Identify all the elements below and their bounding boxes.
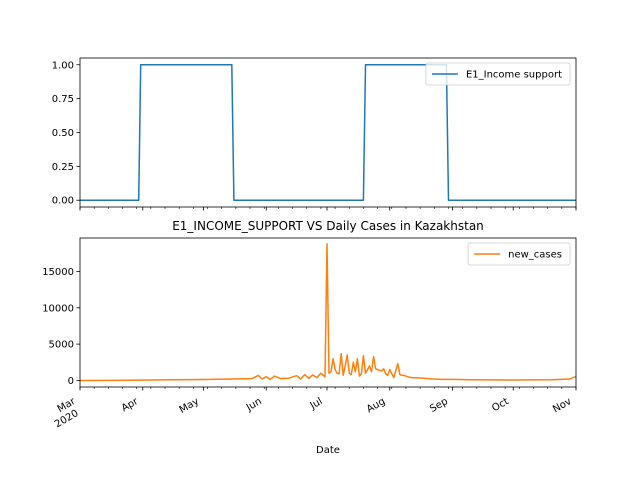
legend-label-income-support: E1_Income support (466, 70, 562, 81)
new-cases-axes-frame (79, 237, 577, 388)
y-tick-label: 0.50 (52, 128, 74, 139)
legend-box (425, 62, 571, 86)
y-tick-label: 0.25 (52, 162, 74, 173)
y-tick-label: 0.75 (52, 94, 74, 105)
y-tick-label: 1.00 (52, 60, 74, 71)
y-tick-label: 15000 (42, 267, 74, 278)
income-support-subplot: 0.00 0.25 0.50 0.75 1.00 E1_Income support (52, 57, 577, 211)
series-line-new-cases (79, 243, 577, 382)
new-cases-legend: new_cases (467, 242, 571, 266)
y-tick-label: 5000 (49, 340, 74, 351)
y-tick-label: 0 (68, 376, 74, 387)
y-tick-label: 10000 (42, 303, 74, 314)
income-support-series-layer (80, 64, 576, 201)
legend-box (467, 242, 571, 266)
new-cases-series-layer (79, 243, 577, 382)
x-axis-title: Date (316, 445, 340, 456)
chart-title: E1_INCOME_SUPPORT VS Daily Cases in Kaza… (172, 219, 484, 233)
income-support-legend: E1_Income support (425, 62, 571, 86)
y-tick-label: 0.00 (52, 196, 74, 207)
legend-label-new-cases: new_cases (508, 250, 562, 261)
income-support-axes-frame (79, 57, 577, 208)
series-line-e1-income-support (80, 64, 576, 201)
